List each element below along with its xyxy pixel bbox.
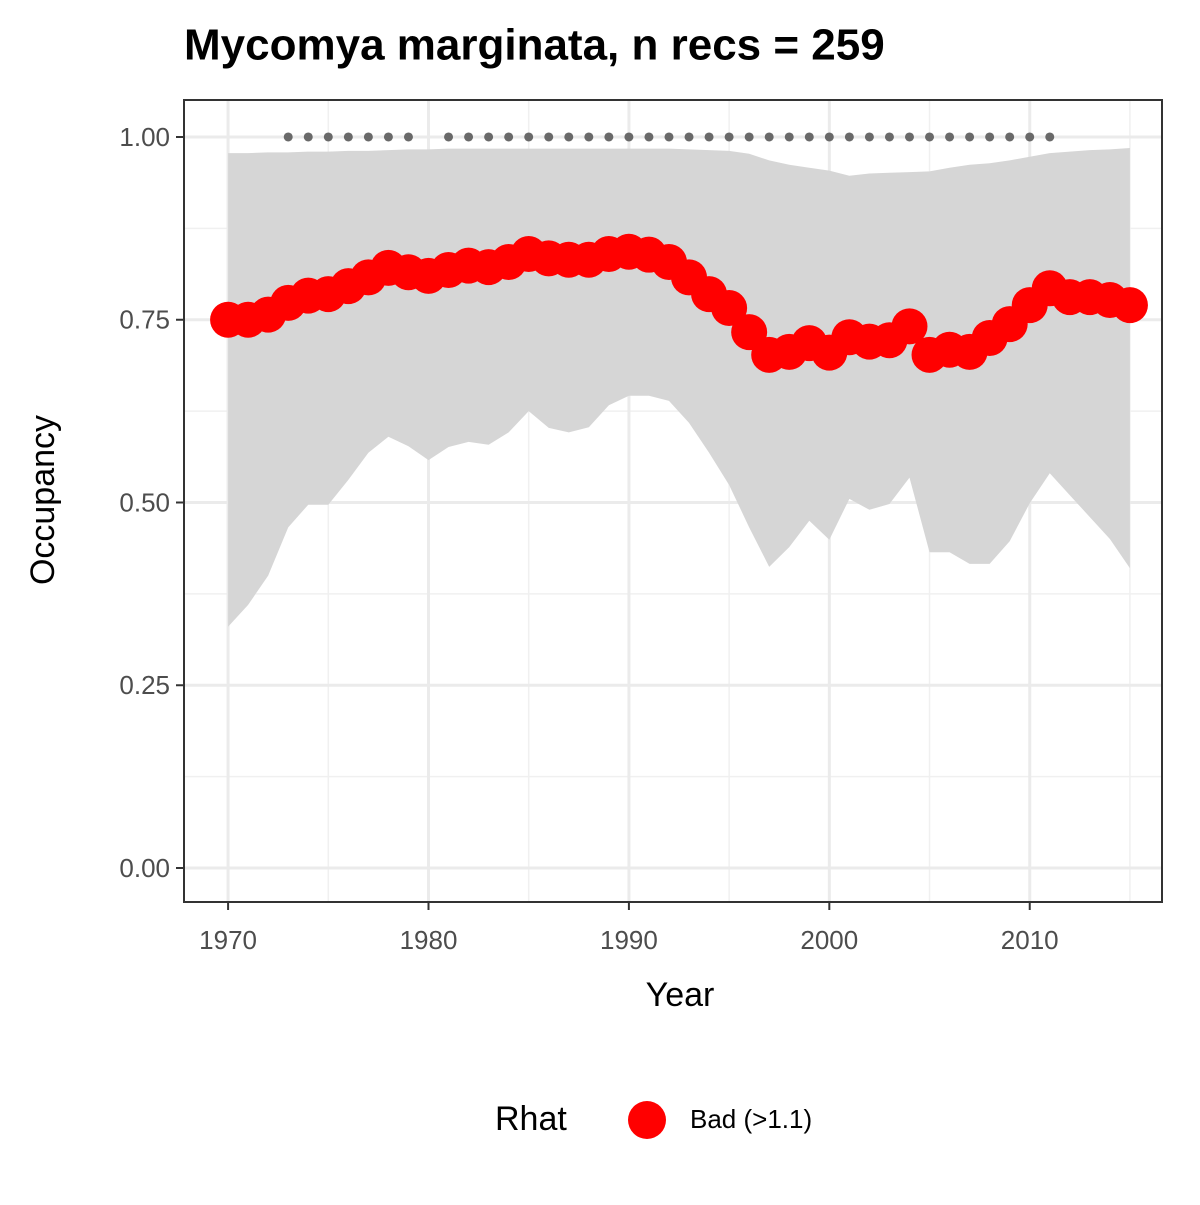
x-tick-label: 2000 <box>800 925 858 955</box>
plot-border <box>183 99 1163 903</box>
marker-dot <box>664 132 674 142</box>
y-tick-label: 0.75 <box>119 305 170 335</box>
marker-dot <box>444 132 454 142</box>
y-axis-title: Occupancy <box>24 415 62 585</box>
marker-dot <box>1025 132 1035 142</box>
marker-dot <box>323 132 333 142</box>
marker-dot <box>644 132 654 142</box>
x-tick-label: 1970 <box>199 925 257 955</box>
marker-dot <box>965 132 975 142</box>
x-axis-title: Year <box>646 976 715 1014</box>
y-tick-label: 1.00 <box>119 122 170 152</box>
marker-dot <box>604 132 614 142</box>
marker-dot <box>744 132 754 142</box>
marker-dot <box>824 132 834 142</box>
marker-dot <box>1045 132 1055 142</box>
marker-dot <box>464 132 474 142</box>
marker-dot <box>704 132 714 142</box>
marker-dot <box>724 132 734 142</box>
x-tick-label: 1990 <box>600 925 658 955</box>
marker-dot <box>504 132 514 142</box>
marker-dot <box>524 132 534 142</box>
legend-label: Bad (>1.1) <box>690 1104 812 1134</box>
marker-dot <box>363 132 373 142</box>
marker-dot <box>945 132 955 142</box>
marker-dot <box>864 132 874 142</box>
marker-dot <box>584 132 594 142</box>
y-tick-label: 0.25 <box>119 670 170 700</box>
marker-dot <box>884 132 894 142</box>
marker-dot <box>764 132 774 142</box>
marker-dot <box>283 132 293 142</box>
marker-dot <box>1005 132 1015 142</box>
point <box>891 308 928 345</box>
marker-dot <box>624 132 634 142</box>
marker-dot <box>544 132 554 142</box>
marker-dot <box>383 132 393 142</box>
marker-dot <box>403 132 413 142</box>
marker-dot <box>343 132 353 142</box>
x-tick-label: 1980 <box>400 925 458 955</box>
y-tick-label: 0.50 <box>119 487 170 517</box>
marker-dot <box>484 132 494 142</box>
marker-dot <box>564 132 574 142</box>
marker-dot <box>904 132 914 142</box>
marker-dot <box>303 132 313 142</box>
legend-title: Rhat <box>495 1100 567 1138</box>
y-tick-label: 0.00 <box>119 853 170 883</box>
chart-title: Mycomya marginata, n recs = 259 <box>184 21 885 70</box>
marker-dot <box>804 132 814 142</box>
marker-dot <box>925 132 935 142</box>
marker-dot <box>844 132 854 142</box>
legend-key <box>628 1101 666 1139</box>
marker-dot <box>784 132 794 142</box>
point <box>1111 287 1148 324</box>
point <box>711 290 748 327</box>
x-tick-label: 2010 <box>1001 925 1059 955</box>
marker-dot <box>985 132 995 142</box>
marker-dot <box>684 132 694 142</box>
